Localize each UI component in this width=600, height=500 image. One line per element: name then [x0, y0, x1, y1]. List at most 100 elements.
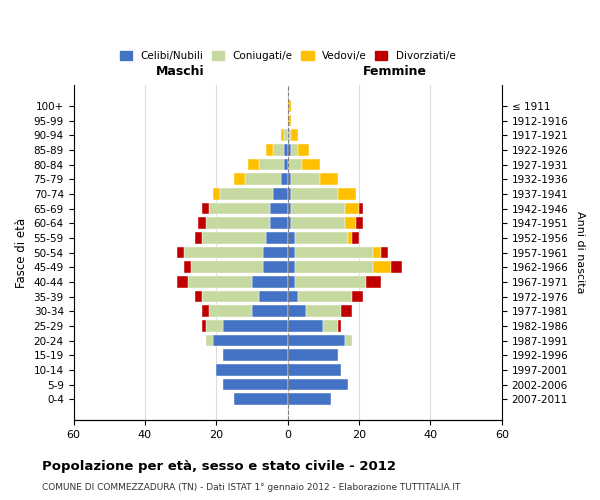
- Bar: [266, 144, 274, 156]
- Bar: [213, 334, 287, 346]
- Bar: [345, 202, 359, 214]
- Bar: [356, 218, 362, 229]
- Bar: [223, 320, 287, 332]
- Bar: [291, 218, 345, 229]
- Y-axis label: Fasce di età: Fasce di età: [15, 218, 28, 288]
- Bar: [291, 130, 298, 141]
- Bar: [223, 378, 287, 390]
- Bar: [270, 218, 287, 229]
- Bar: [206, 334, 213, 346]
- Bar: [295, 246, 373, 258]
- Text: COMUNE DI COMMEZZADURA (TN) - Dati ISTAT 1° gennaio 2012 - Elaborazione TUTTITAL: COMUNE DI COMMEZZADURA (TN) - Dati ISTAT…: [42, 483, 460, 492]
- Bar: [217, 364, 287, 376]
- Bar: [287, 306, 305, 317]
- Bar: [191, 262, 263, 273]
- Bar: [206, 320, 223, 332]
- Bar: [287, 394, 331, 405]
- Bar: [295, 262, 373, 273]
- Bar: [341, 306, 352, 317]
- Bar: [287, 276, 295, 287]
- Bar: [305, 306, 341, 317]
- Bar: [184, 246, 263, 258]
- Bar: [202, 202, 209, 214]
- Bar: [302, 158, 320, 170]
- Text: Femmine: Femmine: [0, 499, 1, 500]
- Bar: [287, 350, 338, 361]
- Bar: [287, 232, 295, 244]
- Bar: [349, 232, 352, 244]
- Text: Maschi: Maschi: [0, 499, 1, 500]
- Text: Femmine: Femmine: [363, 65, 427, 78]
- Bar: [287, 218, 291, 229]
- Bar: [252, 306, 287, 317]
- Bar: [287, 320, 323, 332]
- Bar: [287, 144, 291, 156]
- Bar: [263, 246, 287, 258]
- Bar: [373, 246, 380, 258]
- Bar: [287, 262, 295, 273]
- Bar: [291, 144, 298, 156]
- Bar: [245, 174, 281, 185]
- Bar: [373, 262, 391, 273]
- Bar: [291, 174, 320, 185]
- Bar: [295, 232, 349, 244]
- Bar: [234, 174, 245, 185]
- Bar: [345, 218, 356, 229]
- Bar: [252, 276, 287, 287]
- Bar: [345, 334, 352, 346]
- Bar: [195, 290, 202, 302]
- Bar: [184, 262, 191, 273]
- Bar: [287, 100, 291, 112]
- Bar: [338, 320, 341, 332]
- Bar: [298, 290, 352, 302]
- Bar: [352, 290, 362, 302]
- Bar: [234, 394, 287, 405]
- Text: Maschi: Maschi: [156, 65, 205, 78]
- Bar: [287, 202, 291, 214]
- Bar: [281, 130, 284, 141]
- Bar: [298, 144, 309, 156]
- Bar: [291, 202, 345, 214]
- Legend: Celibi/Nubili, Coniugati/e, Vedovi/e, Divorziati/e: Celibi/Nubili, Coniugati/e, Vedovi/e, Di…: [116, 46, 460, 65]
- Bar: [259, 290, 287, 302]
- Bar: [391, 262, 402, 273]
- Bar: [188, 276, 252, 287]
- Bar: [287, 364, 341, 376]
- Bar: [281, 174, 287, 185]
- Bar: [287, 114, 291, 126]
- Bar: [287, 290, 298, 302]
- Bar: [270, 202, 287, 214]
- Bar: [352, 232, 359, 244]
- Bar: [202, 290, 259, 302]
- Text: Popolazione per età, sesso e stato civile - 2012: Popolazione per età, sesso e stato civil…: [42, 460, 396, 473]
- Bar: [284, 144, 287, 156]
- Bar: [323, 320, 338, 332]
- Bar: [287, 130, 291, 141]
- Bar: [199, 218, 206, 229]
- Bar: [266, 232, 287, 244]
- Bar: [263, 262, 287, 273]
- Bar: [202, 232, 266, 244]
- Bar: [202, 320, 206, 332]
- Bar: [195, 232, 202, 244]
- Bar: [338, 188, 356, 200]
- Bar: [259, 158, 284, 170]
- Bar: [209, 202, 270, 214]
- Bar: [366, 276, 380, 287]
- Y-axis label: Anni di nascita: Anni di nascita: [575, 212, 585, 294]
- Bar: [291, 188, 338, 200]
- Bar: [209, 306, 252, 317]
- Bar: [284, 130, 287, 141]
- Bar: [177, 246, 184, 258]
- Bar: [213, 188, 220, 200]
- Bar: [220, 188, 274, 200]
- Bar: [287, 188, 291, 200]
- Bar: [295, 276, 366, 287]
- Bar: [380, 246, 388, 258]
- Bar: [248, 158, 259, 170]
- Bar: [284, 158, 287, 170]
- Bar: [274, 144, 284, 156]
- Bar: [223, 350, 287, 361]
- Bar: [202, 306, 209, 317]
- Bar: [206, 218, 270, 229]
